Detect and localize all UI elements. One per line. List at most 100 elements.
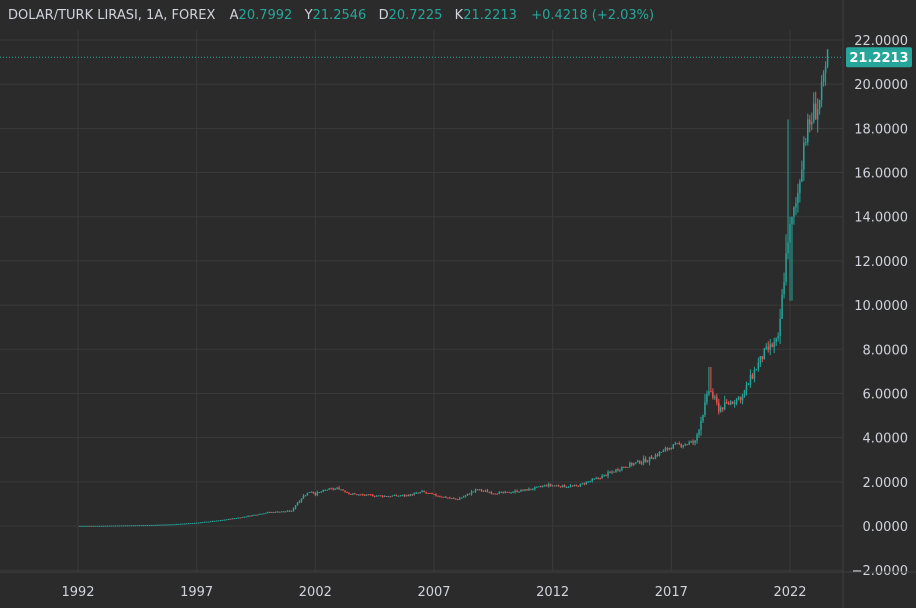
candle-body [207, 521, 210, 523]
candle-body [366, 494, 368, 496]
candle-body [538, 486, 540, 488]
candle-body [540, 486, 542, 488]
candle-body [575, 485, 578, 487]
candle-body [524, 489, 526, 491]
candle-body [239, 517, 241, 519]
candle-body [789, 224, 791, 243]
candle-body [642, 458, 645, 463]
candle-body [328, 488, 330, 490]
candle-body [189, 523, 192, 525]
low-value: 20.7225 [388, 8, 443, 23]
candle-body [97, 525, 99, 527]
candle-body [439, 496, 441, 498]
x-tick-label: 2002 [299, 585, 332, 600]
y-tick-label: 14.0000 [854, 211, 908, 226]
candle-body [255, 514, 257, 516]
candle-body [771, 344, 773, 348]
candle-body [640, 462, 643, 464]
candle-body [636, 460, 639, 463]
candle-body [751, 375, 754, 379]
candle-body [528, 488, 530, 491]
candle-body [451, 498, 453, 500]
candle-body [700, 420, 702, 430]
candle-body [342, 489, 344, 491]
candle-body [773, 341, 775, 348]
candle-body [391, 495, 394, 497]
candle-body [427, 492, 429, 494]
candle-body [193, 522, 196, 524]
candle-body [356, 494, 358, 496]
candle-body [223, 519, 226, 521]
candle-body [714, 396, 716, 398]
candle-body [397, 495, 400, 497]
change-value: +0.4218 (+2.03%) [531, 8, 655, 23]
candle-body [494, 493, 497, 495]
candle-body [160, 524, 162, 526]
candle-body [733, 402, 736, 404]
candle-body [783, 281, 785, 295]
candle-body [375, 495, 378, 497]
candle-body [152, 524, 154, 526]
candle-body [83, 525, 85, 527]
candle-body [680, 444, 682, 447]
candle-body [690, 441, 692, 443]
candle-body [360, 494, 362, 496]
candle-body [312, 491, 315, 494]
candle-body [334, 488, 336, 490]
candle-body [126, 525, 129, 527]
candle-body [249, 515, 251, 517]
candle-body [456, 499, 459, 501]
candle-body [158, 524, 160, 526]
candle-body [267, 511, 269, 513]
candle-body [104, 525, 107, 527]
candle-body [130, 525, 133, 527]
candle-body [638, 460, 641, 464]
candle-body [462, 496, 465, 498]
candle-body [261, 513, 263, 515]
candle-body [589, 481, 591, 483]
candle-body [741, 394, 744, 401]
candle-body [518, 491, 520, 493]
candle-body [601, 475, 603, 479]
candle-body [199, 522, 202, 524]
candle-body [755, 369, 758, 371]
candle-body [737, 397, 740, 399]
candle-body [488, 492, 491, 494]
candle-body [557, 485, 560, 487]
candle-body [809, 119, 811, 125]
candle-body [156, 524, 158, 526]
candle-body [280, 511, 283, 513]
candle-body [443, 496, 445, 498]
candle-body [791, 216, 793, 225]
candle-body [91, 525, 93, 527]
candle-body [577, 485, 580, 487]
candle-body [579, 483, 582, 487]
candle-body [611, 471, 613, 473]
candle-body [775, 338, 777, 342]
candle-body [322, 490, 324, 492]
candle-body [95, 525, 97, 527]
candle-body [617, 469, 619, 471]
candle-body [613, 471, 615, 473]
y-tick-label: 4.0000 [863, 432, 909, 447]
candle-body [401, 494, 404, 496]
candle-body [785, 253, 787, 282]
candle-body [385, 495, 388, 497]
x-tick-label: 2012 [536, 585, 569, 600]
candle-body [633, 463, 635, 466]
candle-body [324, 489, 326, 491]
candle-body [441, 496, 443, 498]
candle-body [727, 403, 730, 405]
candle-body [787, 242, 789, 254]
candle-body [470, 491, 473, 494]
candle-body [670, 447, 673, 449]
candle-body [779, 318, 781, 336]
candle-body [571, 485, 574, 487]
candle-body [615, 469, 617, 472]
candle-body [300, 498, 303, 502]
candle-body [265, 512, 267, 514]
candle-body [759, 356, 762, 363]
candle-body [346, 491, 348, 493]
